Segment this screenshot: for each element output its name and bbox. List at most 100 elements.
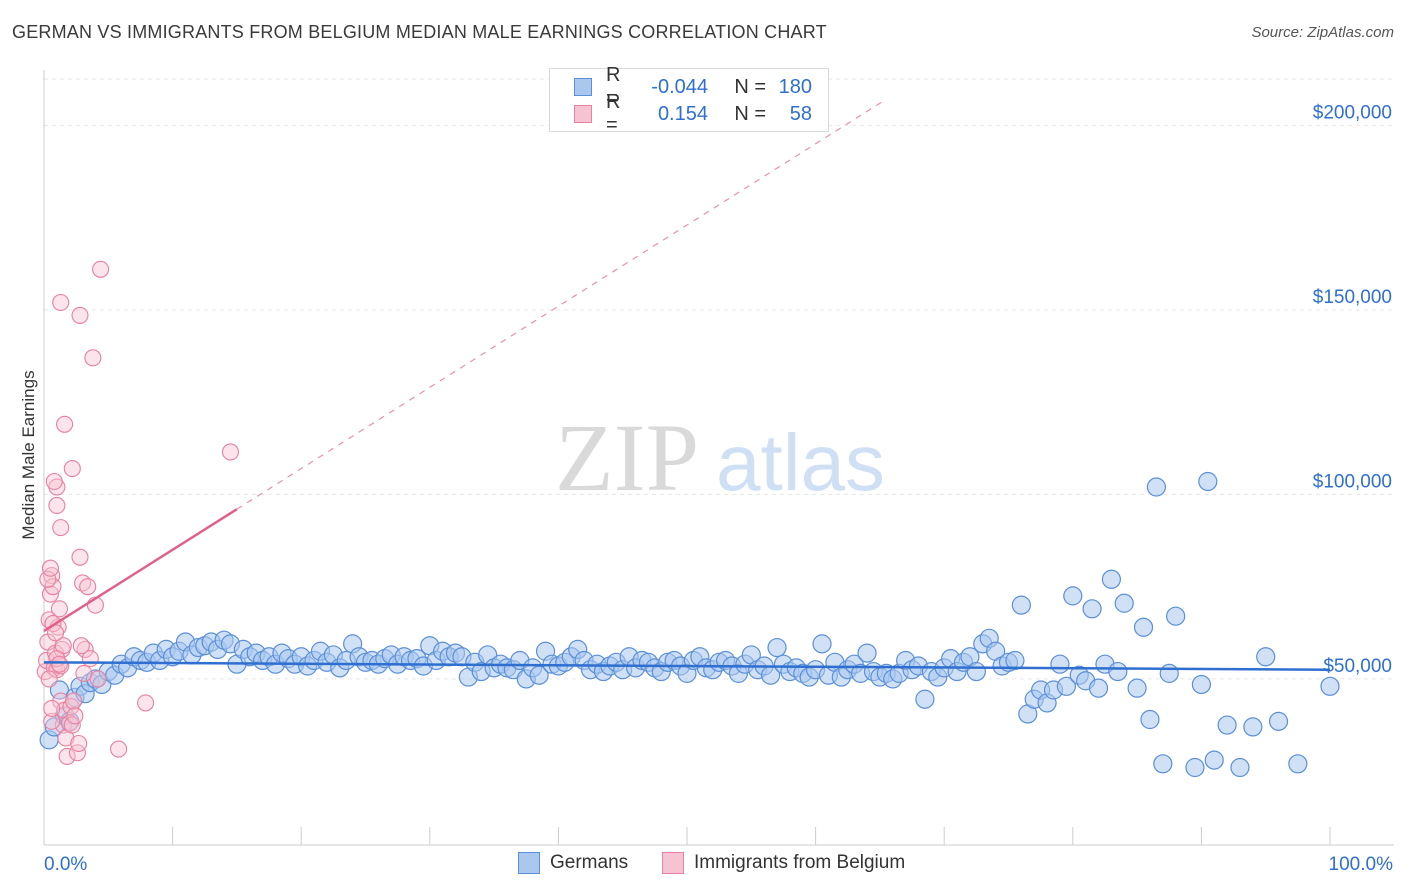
germans-point xyxy=(1088,678,1109,698)
belgium-point xyxy=(79,578,97,596)
germans-point xyxy=(1159,663,1179,683)
germans-point xyxy=(1268,711,1289,731)
germans-point xyxy=(1114,593,1134,613)
trend-lines xyxy=(43,508,1331,671)
belgium-point xyxy=(75,664,93,682)
belgium-point xyxy=(52,293,70,312)
belgium-point xyxy=(110,740,128,758)
belgium-point xyxy=(50,600,68,618)
germans-point xyxy=(857,643,877,663)
belgium-point xyxy=(71,306,89,324)
belgium-point xyxy=(41,559,59,577)
legend-label-belgium: Immigrants from Belgium xyxy=(694,852,906,873)
legend-label-germans: Germans xyxy=(550,852,629,873)
belgium-point xyxy=(39,570,57,588)
germans-point xyxy=(1082,599,1102,619)
germans-point xyxy=(1288,754,1308,774)
belgium-swatch xyxy=(574,105,592,123)
germans-point xyxy=(1256,647,1276,667)
germans-points xyxy=(39,471,1340,778)
belgium-points xyxy=(36,260,240,765)
germans-point xyxy=(1140,709,1160,730)
belgium-point xyxy=(48,496,66,515)
germans-point xyxy=(1005,650,1025,671)
belgium-point xyxy=(66,707,84,725)
germans-legend-swatch xyxy=(518,852,540,874)
belgium-point xyxy=(137,694,155,712)
germans-point xyxy=(1217,715,1237,735)
germans-point xyxy=(1320,676,1340,696)
x-tick-label: 100.0% xyxy=(1329,854,1394,875)
n-value: 180 xyxy=(778,75,812,98)
tick-labels: $50,000 $100,000 $150,000 $200,000 0.0% 100.0… xyxy=(44,102,1393,875)
belgium-point xyxy=(71,548,89,566)
germans-point xyxy=(1153,754,1173,774)
germans-point xyxy=(812,634,832,654)
belgium-point xyxy=(58,747,76,765)
y-tick-label: $50,000 xyxy=(1323,656,1392,677)
belgium-point xyxy=(50,655,68,673)
chart-title: GERMAN VS IMMIGRANTS FROM BELGIUM MEDIAN… xyxy=(12,22,827,42)
germans-point xyxy=(1108,661,1128,682)
germans-point xyxy=(1204,750,1224,770)
belgium-point xyxy=(56,415,74,433)
germans-point xyxy=(1198,471,1218,492)
belgium-point xyxy=(92,260,110,278)
germans-point xyxy=(915,689,935,709)
germans-point xyxy=(1230,757,1250,778)
belgium-point xyxy=(84,349,102,367)
germans-point xyxy=(767,637,787,658)
grid xyxy=(44,78,1394,680)
germans-point xyxy=(1191,674,1212,695)
germans-point xyxy=(1243,717,1263,737)
belgium-trend-line xyxy=(43,508,238,633)
legend-item-germans[interactable]: Germans xyxy=(518,852,628,874)
axes xyxy=(43,70,1394,846)
germans-point xyxy=(1050,654,1070,674)
belgium-point xyxy=(65,692,83,710)
y-tick-label: $200,000 xyxy=(1313,102,1392,123)
belgium-point xyxy=(43,712,61,730)
n-label: N = xyxy=(734,102,766,125)
belgium-point xyxy=(68,744,86,762)
belgium-point xyxy=(52,519,70,537)
stats-row-belgium: R = 0.154 N = 58 xyxy=(574,91,812,136)
belgium-trend-extension xyxy=(236,99,887,510)
legend-item-belgium[interactable]: Immigrants from Belgium xyxy=(662,852,905,874)
germans-point xyxy=(1063,586,1083,606)
germans-point xyxy=(1133,617,1154,637)
r-label: R = xyxy=(606,91,621,136)
germans-point xyxy=(1056,676,1076,696)
y-axis-label: Median Male Earnings xyxy=(19,370,38,539)
r-value: 0.154 xyxy=(657,102,708,125)
watermark-zip: ZIP xyxy=(555,404,699,511)
belgium-point xyxy=(52,692,70,710)
belgium-point xyxy=(221,443,240,461)
belgium-point xyxy=(63,460,81,478)
germans-point xyxy=(49,680,70,700)
belgium-point xyxy=(70,734,88,753)
n-value: 58 xyxy=(789,102,812,125)
germans-point xyxy=(1011,595,1031,615)
germans-point xyxy=(1146,477,1166,497)
germans-trend-line xyxy=(43,661,1331,671)
belgium-point xyxy=(72,637,90,655)
n-label: N = xyxy=(734,75,766,98)
belgium-point xyxy=(43,699,61,718)
series-legend: Germans Immigrants from Belgium xyxy=(0,852,1406,878)
stats-row-germans: R = -0.044 N = 180 xyxy=(574,64,812,109)
germans-point xyxy=(1127,678,1147,698)
germans-swatch xyxy=(574,78,592,96)
germans-point xyxy=(1101,569,1121,589)
belgium-trend-dashed xyxy=(236,99,887,510)
source-label: Source: ZipAtlas.com xyxy=(1251,24,1394,41)
belgium-point xyxy=(40,670,58,688)
y-tick-label: $150,000 xyxy=(1313,287,1392,308)
germans-point xyxy=(966,661,986,682)
belgium-point xyxy=(45,472,63,491)
x-tick-label: 0.0% xyxy=(44,854,87,875)
germans-point xyxy=(1185,757,1205,778)
germans-point xyxy=(1166,606,1186,626)
belgium-legend-swatch xyxy=(662,852,684,874)
